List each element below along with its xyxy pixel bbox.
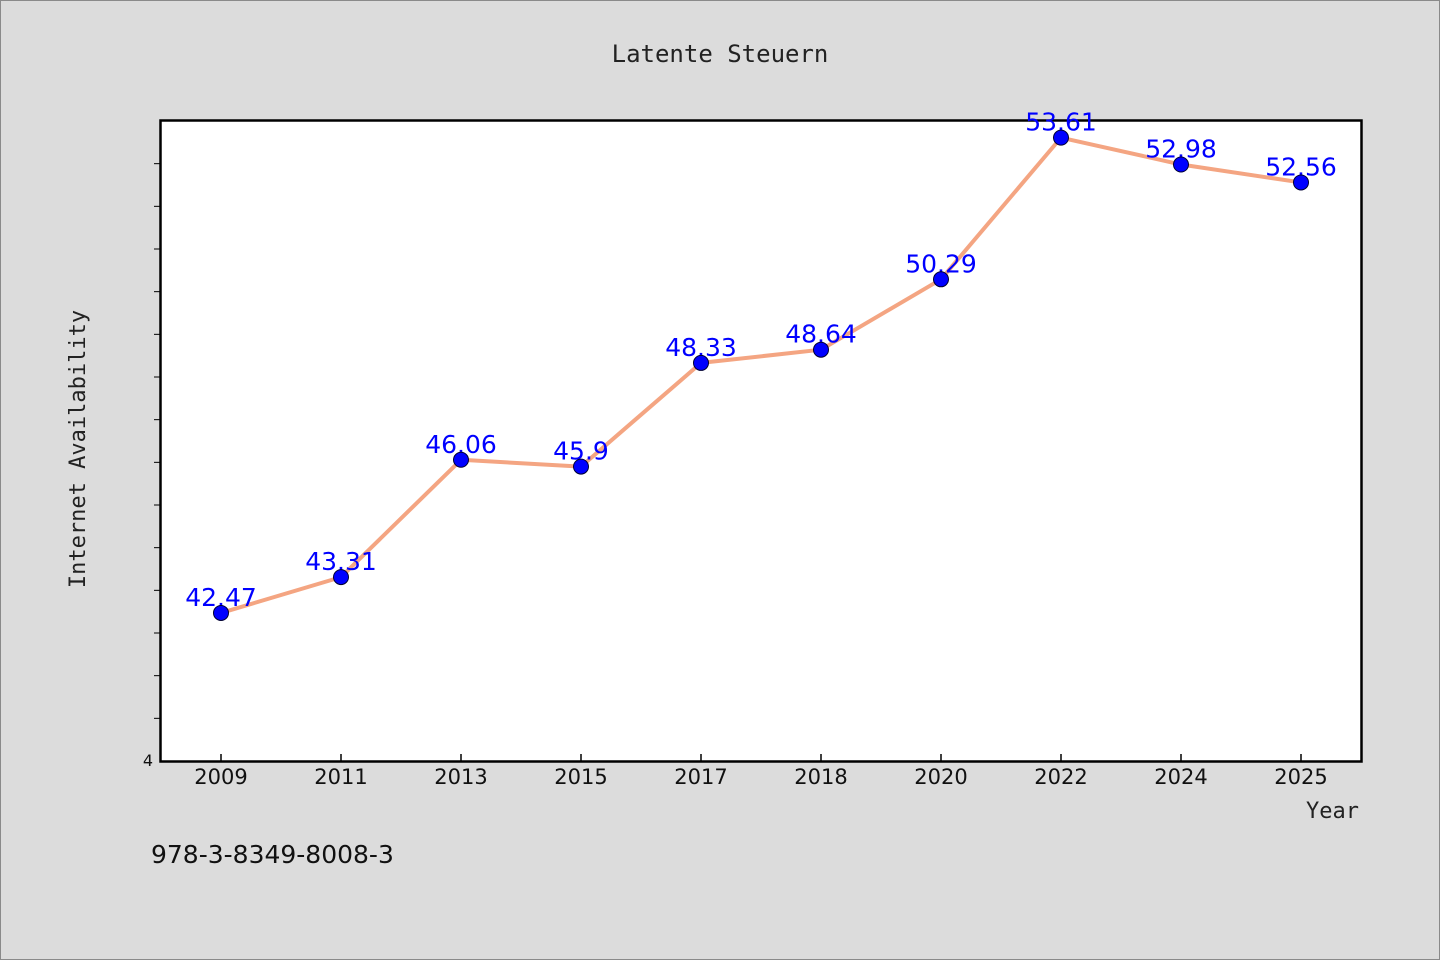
isbn-text: 978-3-8349-8008-3: [151, 840, 394, 869]
x-tick-label: 2022: [1034, 765, 1087, 789]
x-tick-label: 2017: [674, 765, 727, 789]
chart-title: Latente Steuern: [612, 40, 829, 68]
x-tick-label: 2024: [1154, 765, 1207, 789]
data-point: [933, 271, 949, 288]
x-tick-label: 2018: [794, 765, 847, 789]
data-point: [573, 458, 589, 475]
data-point: [813, 341, 829, 358]
x-tick-label: 2020: [914, 765, 967, 789]
data-point: [1293, 174, 1309, 191]
y-axis-ticks: [154, 163, 160, 719]
x-tick-label: 2015: [554, 765, 607, 789]
x-tick-label: 2025: [1274, 765, 1327, 789]
y-axis-corner-label: 4: [143, 751, 153, 770]
data-point: [1053, 129, 1069, 146]
data-point: [1173, 156, 1189, 173]
series-line: [220, 135, 1302, 615]
x-tick-label: 2013: [434, 765, 487, 789]
x-axis-label: Year: [1306, 799, 1359, 824]
y-axis-label: Internet Availability: [66, 310, 91, 588]
x-tick-label: 2011: [314, 765, 367, 789]
data-point: [453, 451, 469, 468]
plot-area: [159, 119, 1363, 763]
data-point: [213, 604, 229, 621]
data-point: [333, 569, 349, 586]
x-axis: 2009 2011 2013 2015 2017 2018 2020 2022 2024 2025: [194, 754, 1328, 789]
data-point: [693, 354, 709, 371]
x-tick-label: 2009: [194, 765, 247, 789]
